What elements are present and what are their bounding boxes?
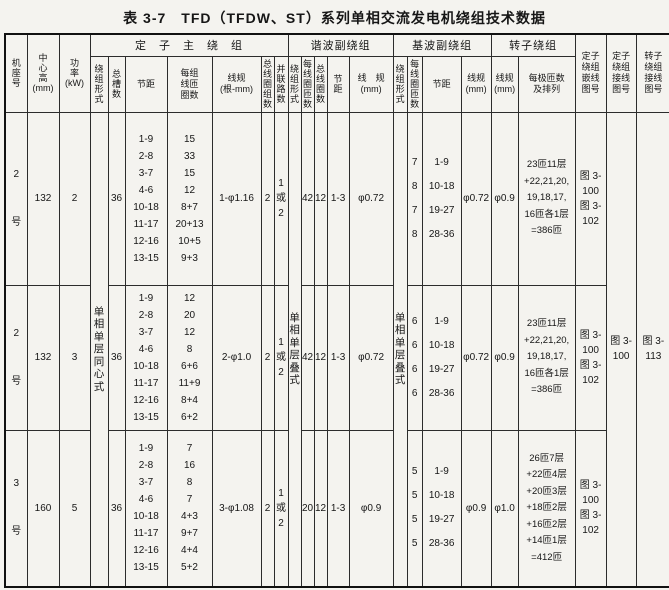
header-rotor-wire-gauge: 线规 (mm) xyxy=(490,55,519,113)
cell-center-height: 132 xyxy=(26,284,60,431)
cell-power: 3 xyxy=(58,284,91,431)
cell-total-slots: 36 xyxy=(107,429,126,588)
cell-rotor-wire-gauge: φ1.0 xyxy=(490,429,519,588)
cell-fund-turns: 7 8 7 8 xyxy=(406,111,423,286)
cell-fund-pitch: 1-9 10-18 19-27 28-36 xyxy=(421,111,462,286)
header-group-rotor: 转子绕组 xyxy=(490,33,576,57)
cell-coil-groups: 2 xyxy=(260,111,275,286)
cell-turns: 15 33 15 12 8+7 20+13 10+5 9+3 xyxy=(166,111,213,286)
table-row: 3 号 160 5 36 1-9 2-8 3-7 4-6 10-18 11-17… xyxy=(4,429,669,588)
header-fund-pitch: 节距 xyxy=(421,55,462,113)
header-stator-pitch: 节距 xyxy=(124,55,168,113)
header-harm-winding-form: 绕 组 形 式 xyxy=(287,55,302,113)
cell-turns: 7 16 8 7 4+3 9+7 4+4 5+2 xyxy=(166,429,213,588)
cell-harm-wire-gauge: φ0.72 xyxy=(348,111,394,286)
cell-coil-groups: 2 xyxy=(260,429,275,588)
cell-center-height: 160 xyxy=(26,429,60,588)
header-frame-no: 机 座 号 xyxy=(4,33,28,113)
cell-stator-connect-diagram: 图 3- 100 xyxy=(605,111,637,588)
header-rotor-connect-diagram: 转子 绕组 接线 图号 xyxy=(635,33,669,113)
cell-wire-gauge: 3-φ1.08 xyxy=(211,429,262,588)
header-harm-wire-gauge: 线 规 (mm) xyxy=(348,55,394,113)
cell-parallel-paths: 1 或 2 xyxy=(273,429,289,588)
header-fund-turns-per-coil: 每 线 圈 匝 数 xyxy=(406,55,423,113)
cell-wire-gauge: 1-φ1.16 xyxy=(211,111,262,286)
cell-power: 2 xyxy=(58,111,91,286)
header-center-height: 中 心 高 (mm) xyxy=(26,33,60,113)
cell-fund-wire-gauge: φ0.9 xyxy=(460,429,492,588)
cell-harm-wire-gauge: φ0.72 xyxy=(348,284,394,431)
header-sub-row: 绕 组 形 式 总 槽 数 节距 每组 线匝 圈数 线规 (根-mm) 总 线 … xyxy=(5,55,669,113)
cell-harm-coils: 12 xyxy=(313,429,328,588)
header-harm-total-coils: 总 线 圈 数 xyxy=(313,55,328,113)
cell-fund-turns: 5 5 5 5 xyxy=(406,429,423,588)
table-title: 表 3-7 TFD（TFDW、ST）系列单相交流发电机绕组技术数据 xyxy=(123,10,546,26)
cell-fund-wire-gauge: φ0.72 xyxy=(460,111,492,286)
cell-total-slots: 36 xyxy=(107,284,126,431)
header-power: 功 率 (kW) xyxy=(58,33,91,113)
cell-rotor-wire-gauge: φ0.9 xyxy=(490,111,519,286)
cell-harm-winding-form: 单 相 单 层 叠 式 xyxy=(287,111,302,588)
cell-stator-winding-form: 单 相 单 层 同 心 式 xyxy=(89,111,109,588)
cell-pitch: 1-9 2-8 3-7 4-6 10-18 11-17 12-16 13-15 xyxy=(124,284,168,431)
cell-frame-no: 2 号 xyxy=(4,284,28,431)
cell-harm-wire-gauge: φ0.9 xyxy=(348,429,394,588)
header-group-stator-main: 定 子 主 绕 组 xyxy=(89,33,289,57)
header-fund-wire-gauge: 线规 (mm) xyxy=(460,55,492,113)
header-group-row: 机 座 号 中 心 高 (mm) 功 率 (kW) 定 子 主 绕 组 谐波副绕… xyxy=(4,33,669,113)
cell-harm-turns: 42 xyxy=(300,111,315,286)
cell-harm-pitch: 1-3 xyxy=(326,429,350,588)
cell-fund-pitch: 1-9 10-18 19-27 28-36 xyxy=(421,284,462,431)
cell-rotor-arrangement: 23匝11层 +22,21,20, 19,18,17, 16匝各1层 =386匝 xyxy=(517,284,576,431)
cell-coil-groups: 2 xyxy=(260,284,275,431)
cell-parallel-paths: 1 或 2 xyxy=(273,284,289,431)
cell-parallel-paths: 1 或 2 xyxy=(273,111,289,286)
cell-rotor-arrangement: 26匝7层 +22匝4层 +20匝3层 +18匝2层 +16匝2层 +14匝1层… xyxy=(517,429,576,588)
cell-pitch: 1-9 2-8 3-7 4-6 10-18 11-17 12-16 13-15 xyxy=(124,429,168,588)
cell-power: 5 xyxy=(58,429,91,588)
cell-harm-coils: 12 xyxy=(313,111,328,286)
cell-turns: 12 20 12 8 6+6 11+9 8+4 6+2 xyxy=(166,284,213,431)
header-harm-turns-per-coil: 每 线 圈 匝 数 xyxy=(300,55,315,113)
winding-data-table: 机 座 号 中 心 高 (mm) 功 率 (kW) 定 子 主 绕 组 谐波副绕… xyxy=(4,33,669,588)
header-rotor-turns-arrangement: 每极匝数 及排列 xyxy=(517,55,576,113)
cell-fund-winding-form: 单 相 单 层 叠 式 xyxy=(392,111,408,588)
cell-harm-turns: 20 xyxy=(300,429,315,588)
cell-embed-diagram: 图 3- 100 图 3- 102 xyxy=(574,429,607,588)
header-total-coil-groups: 总 线 圈 组 数 xyxy=(260,55,275,113)
header-stator-wire-gauge: 线规 (根-mm) xyxy=(211,55,262,113)
header-group-harmonic-aux: 谐波副绕组 xyxy=(287,33,394,57)
cell-embed-diagram: 图 3- 100 图 3- 102 xyxy=(574,111,607,286)
header-stator-connect-diagram: 定子 绕组 接线 图号 xyxy=(605,33,637,113)
cell-harm-pitch: 1-3 xyxy=(326,284,350,431)
cell-harm-coils: 12 xyxy=(313,284,328,431)
cell-fund-pitch: 1-9 10-18 19-27 28-36 xyxy=(421,429,462,588)
cell-frame-no: 2 号 xyxy=(4,111,28,286)
header-parallel-paths: 并 联 路 数 xyxy=(273,55,289,113)
cell-harm-turns: 42 xyxy=(300,284,315,431)
cell-fund-turns: 6 6 6 6 xyxy=(406,284,423,431)
header-fund-winding-form: 绕 组 形 式 xyxy=(392,55,408,113)
cell-wire-gauge: 2-φ1.0 xyxy=(211,284,262,431)
table-row: 2 号 132 3 36 1-9 2-8 3-7 4-6 10-18 11-17… xyxy=(4,284,669,431)
header-stator-embed-diagram: 定子 绕组 嵌线 图号 xyxy=(574,33,607,113)
table-row: 2 号 132 2 单 相 单 层 同 心 式 36 1-9 2-8 3-7 4… xyxy=(4,111,669,588)
cell-harm-pitch: 1-3 xyxy=(326,111,350,286)
header-turns-per-group: 每组 线匝 圈数 xyxy=(166,55,213,113)
header-stator-winding-form: 绕 组 形 式 xyxy=(89,55,109,113)
cell-pitch: 1-9 2-8 3-7 4-6 10-18 11-17 12-16 13-15 xyxy=(124,111,168,286)
cell-total-slots: 36 xyxy=(107,111,126,286)
cell-frame-no: 3 号 xyxy=(4,429,28,588)
header-total-slots: 总 槽 数 xyxy=(107,55,126,113)
cell-center-height: 132 xyxy=(26,111,60,286)
header-harm-pitch: 节 距 xyxy=(326,55,350,113)
cell-rotor-wire-gauge: φ0.9 xyxy=(490,284,519,431)
cell-embed-diagram: 图 3- 100 图 3- 102 xyxy=(574,284,607,431)
cell-fund-wire-gauge: φ0.72 xyxy=(460,284,492,431)
cell-rotor-connect-diagram: 图 3- 113 xyxy=(635,111,669,588)
cell-rotor-arrangement: 23匝11层 +22,21,20, 19,18,17, 16匝各1层 =386匝 xyxy=(517,111,576,286)
header-group-fundamental-aux: 基波副绕组 xyxy=(392,33,492,57)
